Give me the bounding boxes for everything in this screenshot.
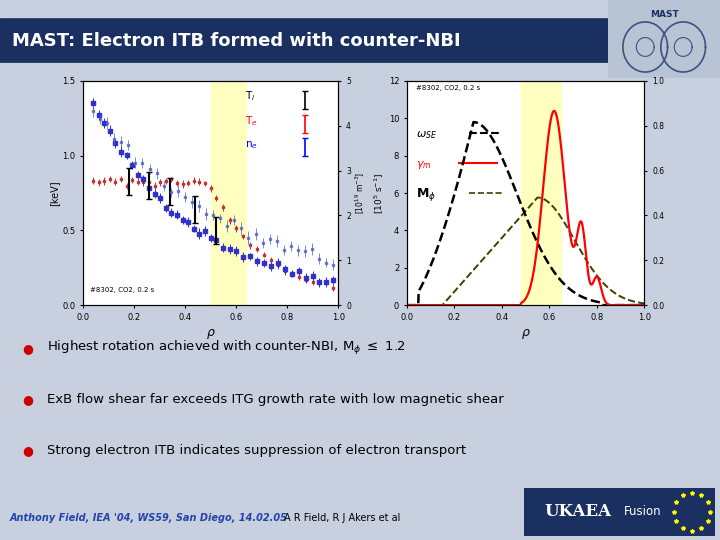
Text: $\gamma_m$: $\gamma_m$ bbox=[416, 159, 432, 171]
Text: #8302, CO2, 0.2 s: #8302, CO2, 0.2 s bbox=[91, 287, 155, 293]
Text: ExB flow shear far exceeds ITG growth rate with low magnetic shear: ExB flow shear far exceeds ITG growth ra… bbox=[47, 393, 503, 406]
Text: T$_i$: T$_i$ bbox=[245, 90, 256, 104]
FancyBboxPatch shape bbox=[516, 486, 720, 538]
Bar bbox=[210, 81, 246, 305]
Y-axis label: [$10^{19}$ m$^{-3}$]: [$10^{19}$ m$^{-3}$] bbox=[354, 172, 367, 214]
Text: MAST: MAST bbox=[650, 10, 678, 18]
X-axis label: $\rho$: $\rho$ bbox=[521, 327, 531, 341]
Text: T$_e$: T$_e$ bbox=[245, 114, 258, 128]
Text: UKAEA: UKAEA bbox=[544, 503, 611, 521]
Text: $\omega_{SE}$: $\omega_{SE}$ bbox=[416, 129, 438, 141]
Y-axis label: [$10^5$ s$^{-1}$]: [$10^5$ s$^{-1}$] bbox=[373, 172, 386, 214]
Text: ●: ● bbox=[22, 393, 33, 406]
Text: ●: ● bbox=[22, 342, 33, 355]
Text: ●: ● bbox=[22, 444, 33, 457]
FancyBboxPatch shape bbox=[0, 18, 618, 63]
Y-axis label: [keV]: [keV] bbox=[49, 180, 59, 206]
Text: M$_\phi$: M$_\phi$ bbox=[416, 186, 436, 203]
Text: MAST: Electron ITB formed with counter-NBI: MAST: Electron ITB formed with counter-N… bbox=[12, 32, 461, 50]
X-axis label: $\rho$: $\rho$ bbox=[206, 327, 215, 341]
Text: Strong electron ITB indicates suppression of electron transport: Strong electron ITB indicates suppressio… bbox=[47, 444, 466, 457]
Text: A R Field, R J Akers et al: A R Field, R J Akers et al bbox=[284, 514, 401, 523]
Text: #8302, CO2, 0.2 s: #8302, CO2, 0.2 s bbox=[416, 85, 480, 91]
Text: Fusion: Fusion bbox=[624, 505, 661, 518]
Text: Anthony Field, IEA '04, WS59, San Diego, 14.02.05: Anthony Field, IEA '04, WS59, San Diego,… bbox=[10, 514, 288, 523]
Text: n$_e$: n$_e$ bbox=[245, 139, 258, 151]
Text: Highest rotation achieved with counter-NBI, M$_\phi$ $\leq$ 1.2: Highest rotation achieved with counter-N… bbox=[47, 339, 405, 357]
Bar bbox=[521, 81, 562, 305]
